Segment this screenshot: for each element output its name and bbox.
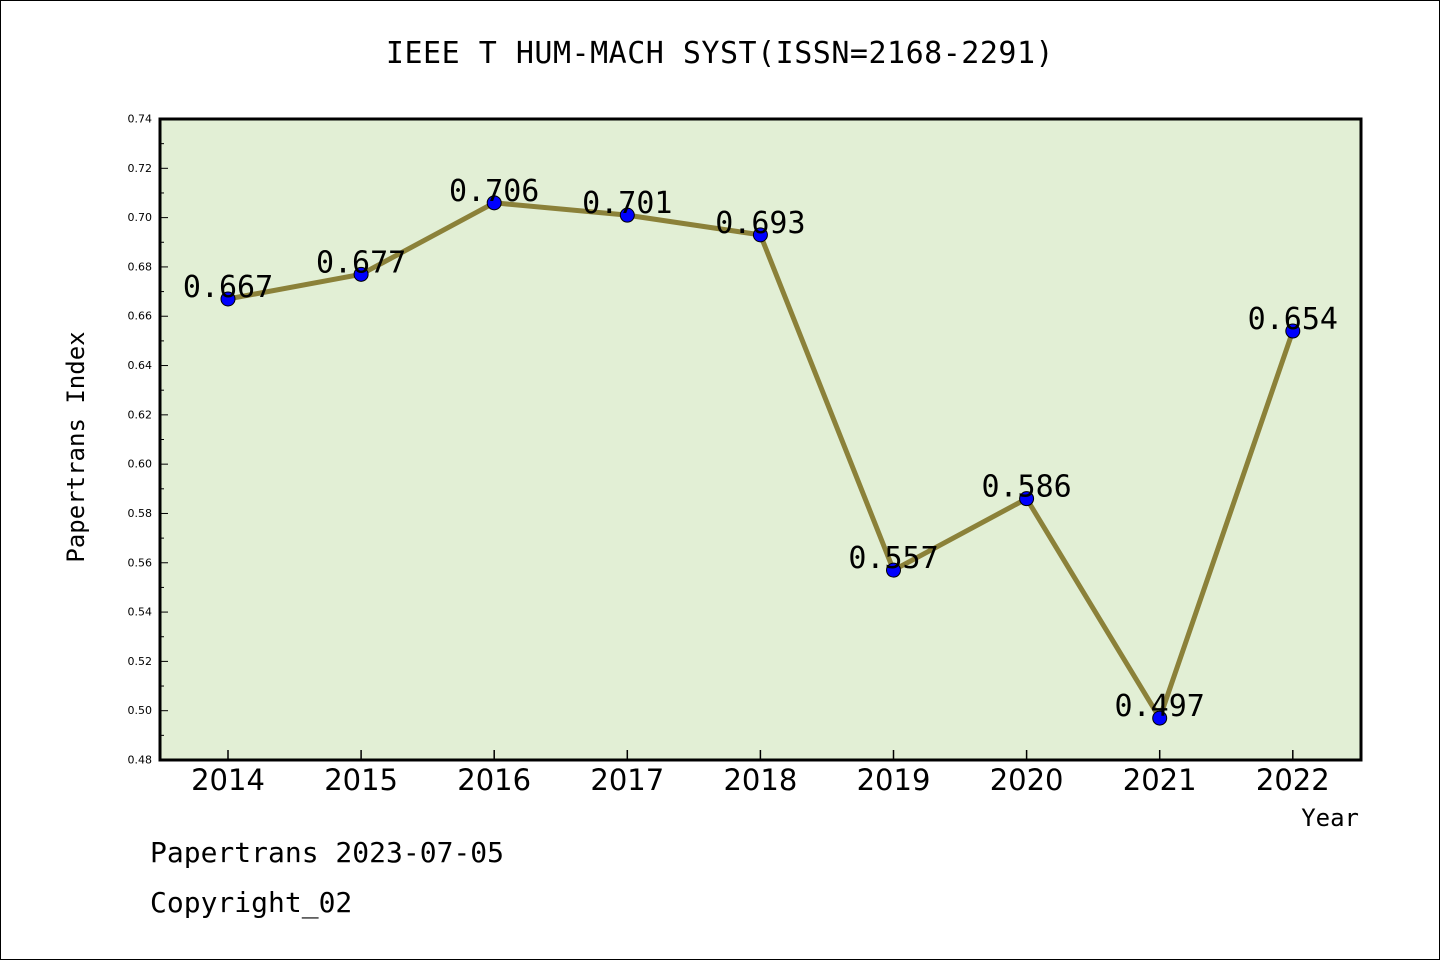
x-axis-ticks: 2014 2015 2016 2017 2018 2019 2020 2021 2022 <box>191 750 1330 797</box>
data-label: 0.654 <box>1248 302 1338 337</box>
y-tick-label: 0.66 <box>128 310 153 323</box>
x-tick-label: 2015 <box>324 763 398 797</box>
data-label: 0.701 <box>582 186 672 221</box>
y-tick-label: 0.74 <box>128 113 153 126</box>
x-axis-label: Year <box>1301 804 1359 832</box>
data-point <box>1019 491 1035 507</box>
data-point <box>353 266 369 282</box>
plot-area <box>160 119 1361 760</box>
data-label: 0.677 <box>316 245 406 280</box>
y-axis-label: Papertrans Index <box>62 331 90 562</box>
data-labels: 0.667 0.677 0.706 0.701 0.693 0.557 0.586 0.497… <box>183 174 1338 724</box>
y-tick-label: 0.48 <box>128 754 153 767</box>
data-point <box>619 207 635 223</box>
data-point <box>1152 710 1168 726</box>
y-tick-label: 0.52 <box>128 655 153 668</box>
x-tick-label: 2017 <box>590 763 664 797</box>
data-label: 0.693 <box>715 206 805 241</box>
x-tick-label: 2016 <box>457 763 531 797</box>
data-point <box>752 227 768 243</box>
y-tick-label: 0.64 <box>128 359 153 372</box>
data-point <box>220 291 236 307</box>
chart-title: IEEE T HUM-MACH SYST(ISSN=2168-2291) <box>385 36 1055 71</box>
y-tick-label: 0.62 <box>128 408 153 421</box>
data-point <box>1285 323 1301 339</box>
x-tick-label: 2022 <box>1256 763 1330 797</box>
x-tick-label: 2018 <box>723 763 797 797</box>
plot-border <box>158 117 1363 762</box>
y-tick-label: 0.60 <box>128 458 153 471</box>
y-axis-ticks: 0.48 0.50 0.52 0.54 0.56 0.58 0.60 0.62 0.64 0.66… <box>128 113 168 767</box>
data-label: 0.706 <box>449 174 539 209</box>
footer-date: Papertrans 2023-07-05 <box>150 836 505 869</box>
y-tick-label: 0.72 <box>128 162 153 175</box>
data-label: 0.586 <box>981 470 1071 505</box>
y-tick-label: 0.54 <box>128 606 153 619</box>
x-tick-label: 2014 <box>191 763 265 797</box>
x-tick-label: 2020 <box>990 763 1064 797</box>
x-tick-label: 2021 <box>1123 763 1197 797</box>
data-label: 0.557 <box>848 541 938 576</box>
data-point <box>886 562 901 578</box>
footer-copyright: Copyright_02 <box>150 886 353 919</box>
y-tick-label: 0.50 <box>128 704 153 717</box>
y-tick-label: 0.56 <box>128 556 153 569</box>
data-label: 0.497 <box>1115 689 1205 724</box>
data-markers <box>220 195 1301 726</box>
y-tick-label: 0.58 <box>128 507 153 520</box>
y-tick-label: 0.68 <box>128 260 153 273</box>
x-tick-label: 2019 <box>857 763 931 797</box>
y-tick-label: 0.70 <box>128 211 153 224</box>
data-point <box>486 195 502 211</box>
data-label: 0.667 <box>183 270 273 305</box>
